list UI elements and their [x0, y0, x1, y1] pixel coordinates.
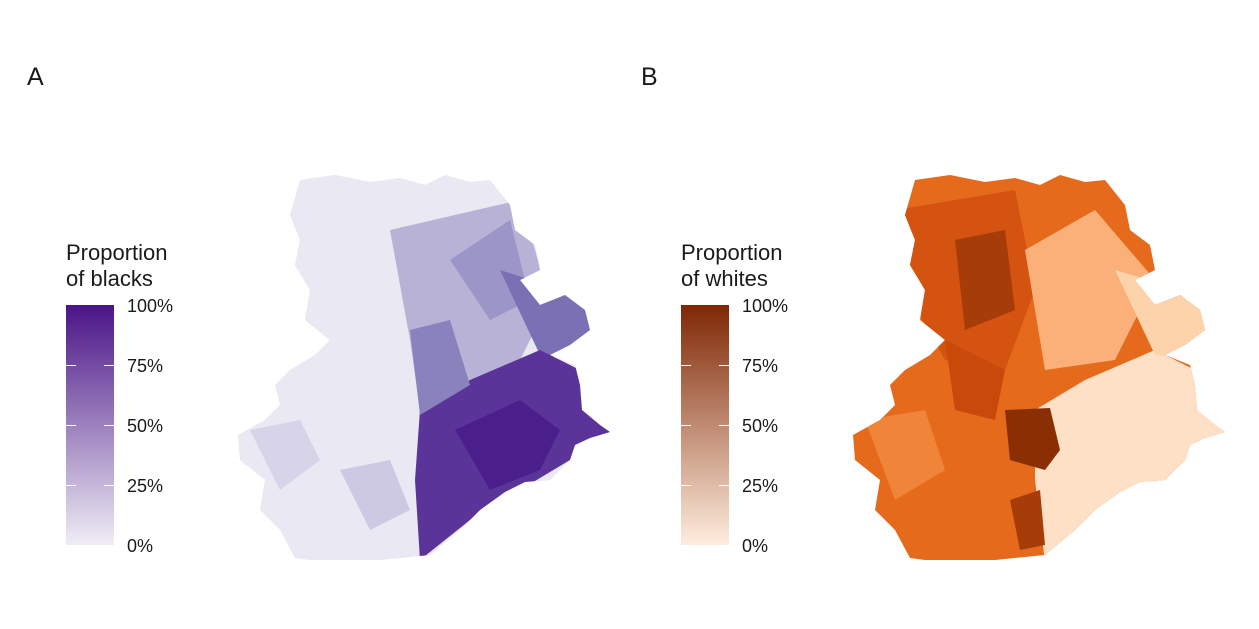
- map-region: [455, 400, 560, 490]
- map-region: [410, 320, 470, 415]
- panel-label: A: [27, 63, 44, 91]
- legend-tick: [719, 365, 729, 366]
- legend-color-bar: [681, 305, 729, 545]
- panel-a: A Proportion of blacks 100% 75% 50% 25% …: [0, 0, 620, 629]
- legend-title: Proportion of blacks: [66, 240, 168, 292]
- map-region: [945, 340, 1005, 420]
- map-region: [1035, 350, 1225, 560]
- legend-tick-label: 0%: [742, 536, 769, 556]
- legend-title-line2: of blacks: [66, 266, 153, 291]
- legend-tick: [66, 485, 76, 486]
- legend-tick-label: 100%: [127, 296, 174, 316]
- legend-tick-label: 50%: [127, 416, 164, 436]
- legend-tick-label: 50%: [742, 416, 779, 436]
- legend-tick-label: 75%: [742, 356, 779, 376]
- legend-tick: [66, 365, 76, 366]
- map-region: [955, 230, 1015, 330]
- legend-tick: [681, 485, 691, 486]
- legend-tick: [719, 425, 729, 426]
- legend-tick-label: 25%: [127, 476, 164, 496]
- legend-tick: [104, 365, 114, 366]
- legend-tick: [719, 485, 729, 486]
- map-region: [1025, 210, 1155, 370]
- choropleth-map: [853, 175, 1225, 560]
- map-region: [865, 410, 945, 500]
- map-region: [1005, 408, 1060, 470]
- panel-label: B: [641, 63, 658, 91]
- map-region: [450, 220, 530, 320]
- map-region: [250, 420, 320, 490]
- legend-tick-label: 100%: [742, 296, 789, 316]
- legend-title-line1: Proportion: [681, 240, 783, 265]
- legend-tick: [104, 425, 114, 426]
- legend-tick-label: 75%: [127, 356, 164, 376]
- panel-b: B Proportion of whites 100% 75% 50% 25% …: [615, 0, 1235, 629]
- map-region: [340, 460, 410, 530]
- legend-tick-label: 0%: [127, 536, 154, 556]
- legend-title-line2: of whites: [681, 266, 768, 291]
- legend-tick: [681, 365, 691, 366]
- legend-tick-label: 25%: [742, 476, 779, 496]
- legend-tick: [66, 425, 76, 426]
- legend-title: Proportion of whites: [681, 240, 783, 292]
- choropleth-map: [238, 175, 610, 560]
- map-region: [1010, 490, 1045, 550]
- legend-tick: [681, 425, 691, 426]
- legend-color-bar: [66, 305, 114, 545]
- legend-title-line1: Proportion: [66, 240, 168, 265]
- legend-tick: [104, 485, 114, 486]
